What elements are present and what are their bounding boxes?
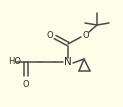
Text: O: O (23, 80, 29, 89)
Text: O: O (47, 30, 53, 39)
Text: N: N (64, 57, 72, 67)
Text: HO: HO (8, 57, 21, 66)
Text: O: O (83, 30, 89, 39)
